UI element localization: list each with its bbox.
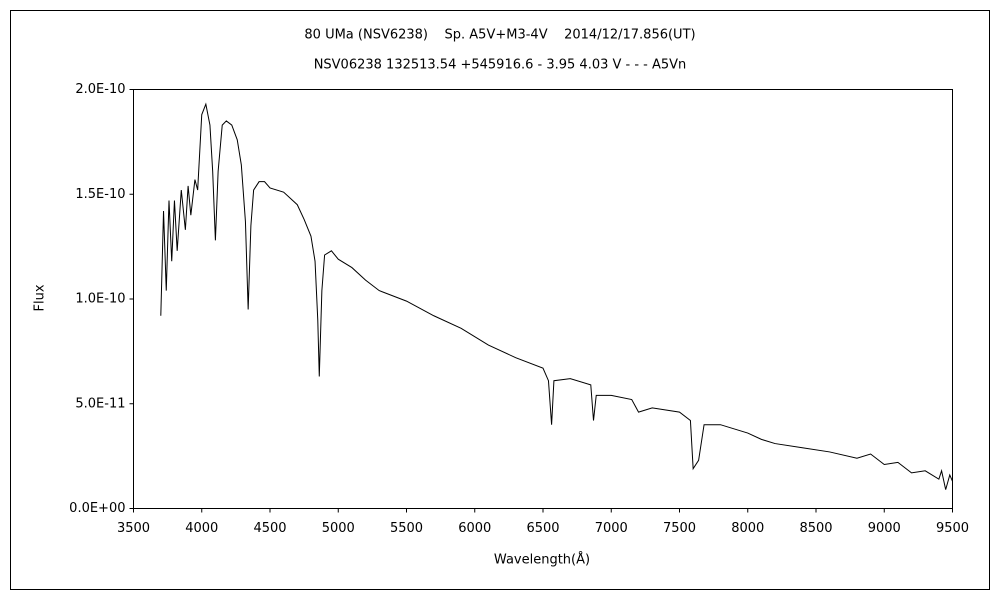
- chart-subtitle: NSV06238 132513.54 +545916.6 - 3.95 4.03…: [314, 58, 687, 73]
- x-tick-label: 3500: [117, 521, 150, 536]
- x-tick-label: 5500: [390, 521, 423, 536]
- x-tick-label: 6000: [458, 521, 491, 536]
- chart-title: 80 UMa (NSV6238) Sp. A5V+M3-4V 2014/12/1…: [304, 28, 695, 43]
- y-tick-label: 5.0E-11: [75, 396, 125, 411]
- spectrum-line: [160, 102, 953, 490]
- x-tick-label: 9000: [868, 521, 901, 536]
- x-tick-label: 4000: [185, 521, 218, 536]
- plot-area: [133, 89, 953, 509]
- x-tick-label: 6500: [526, 521, 559, 536]
- x-tick-label: 8000: [731, 521, 764, 536]
- x-tick-label: 8500: [799, 521, 832, 536]
- y-axis-label: Flux: [33, 284, 48, 311]
- x-tick-label: 7000: [595, 521, 628, 536]
- y-tick-label: 1.0E-10: [75, 292, 125, 307]
- y-tick-label: 0.0E+00: [69, 501, 125, 516]
- x-tick-label: 4500: [253, 521, 286, 536]
- x-tick-label: 9500: [936, 521, 969, 536]
- y-tick-label: 1.5E-10: [75, 187, 125, 202]
- x-tick-label: 7500: [663, 521, 696, 536]
- chart-border: [10, 10, 990, 590]
- x-axis-label: Wavelength(Å): [494, 552, 590, 568]
- x-tick-label: 5000: [322, 521, 355, 536]
- y-tick-label: 2.0E-10: [75, 82, 125, 97]
